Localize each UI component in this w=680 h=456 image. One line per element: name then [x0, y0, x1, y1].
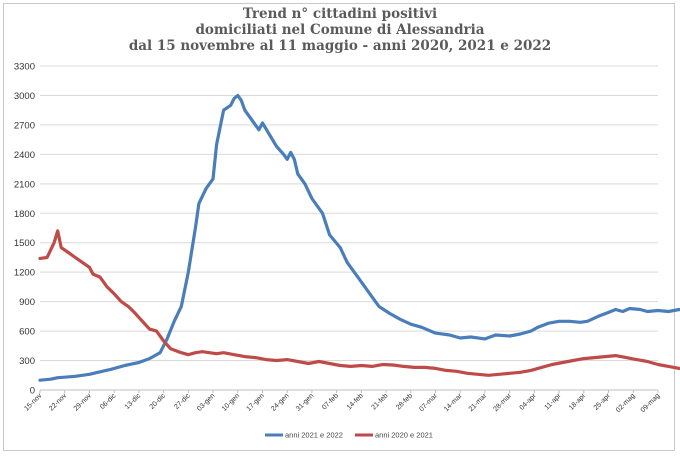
y-tick-label: 2700 — [14, 120, 35, 131]
x-tick-label: 06-dic — [99, 392, 118, 411]
x-tick-label: 07-mar — [418, 392, 439, 413]
y-tick-label: 3000 — [14, 91, 35, 102]
x-tick-label: 09-mag — [640, 392, 662, 414]
chart-title-line-2: domiciliati nel Comune di Alessandria — [195, 22, 485, 38]
legend-label-2: anni 2020 e 2021 — [375, 431, 433, 440]
x-tick-label: 20-dic — [149, 392, 168, 411]
x-tick-label: 21-feb — [371, 392, 390, 411]
chart-frame — [3, 3, 675, 451]
x-tick-label: 03-gen — [196, 392, 216, 412]
x-tick-label: 29-nov — [73, 392, 93, 412]
y-tick-label: 900 — [19, 297, 35, 308]
y-tick-label: 2100 — [14, 179, 35, 190]
chart-title: Trend n° cittadini positivi domiciliati … — [0, 6, 680, 54]
x-tick-label: 25-apr — [593, 392, 613, 412]
x-tick-label: 24-gen — [270, 392, 290, 412]
x-tick-label: 21-mar — [468, 392, 489, 413]
x-tick-label: 14-feb — [346, 392, 365, 411]
y-tick-label: 600 — [19, 327, 35, 338]
x-tick-label: 02-mag — [615, 392, 637, 414]
x-tick-label: 07-feb — [321, 392, 340, 411]
x-tick-label: 17-gen — [246, 392, 266, 412]
x-tick-label: 18-apr — [568, 392, 588, 412]
chart-title-line-1: Trend n° cittadini positivi — [242, 6, 438, 22]
x-tick-label: 28-mar — [492, 392, 513, 413]
y-tick-label: 3300 — [14, 62, 35, 73]
series-line-2 — [38, 229, 680, 377]
x-tick-label: 14-mar — [443, 392, 464, 413]
x-tick-label: 22-nov — [48, 392, 68, 412]
y-tick-label: 1800 — [14, 209, 35, 220]
series-line-1 — [38, 93, 680, 382]
x-tick-label: 31-gen — [295, 392, 315, 412]
chart-title-line-3: dal 15 novembre al 11 maggio - anni 2020… — [128, 38, 552, 54]
x-tick-label: 27-dic — [173, 392, 192, 411]
x-tick-label: 11-apr — [544, 392, 563, 411]
x-tick-label: 04-apr — [519, 392, 539, 412]
legend-label-1: anni 2021 e 2022 — [285, 431, 343, 440]
x-tick-label: 13-dic — [124, 392, 143, 411]
x-tick-label: 28-feb — [395, 392, 414, 411]
x-tick-label: 10-gen — [221, 392, 241, 412]
y-tick-label: 0 — [30, 386, 35, 397]
y-tick-label: 300 — [19, 356, 35, 367]
y-tick-label: 1500 — [14, 238, 35, 249]
y-tick-label: 1200 — [14, 268, 35, 279]
y-tick-label: 2400 — [14, 150, 35, 161]
